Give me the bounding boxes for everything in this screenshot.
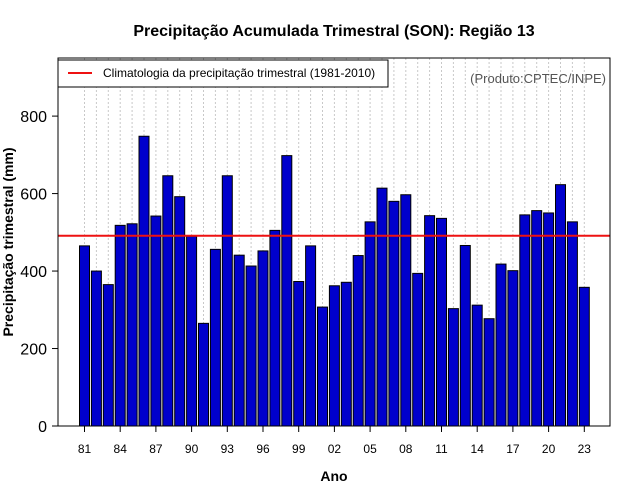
x-tick-label: 87 — [149, 442, 163, 456]
x-tick-label: 93 — [221, 442, 235, 456]
bar-91: 91: 265 — [198, 322, 209, 427]
legend: Climatologia da precipitação trimestral … — [57, 59, 389, 88]
x-tick-label: 05 — [363, 442, 377, 456]
bar-20: 20: 550 — [543, 212, 555, 427]
bar-14: 14: 312 — [471, 304, 483, 427]
bar-05: 05: 527 — [364, 221, 376, 427]
bar-84: 84: 518 — [114, 224, 126, 427]
x-tick-label: 14 — [471, 442, 485, 456]
y-tick-label: 0 — [38, 419, 47, 436]
bar-94: 94: 441 — [233, 254, 245, 427]
bar-22: 22: 527 — [566, 221, 578, 427]
bars: 81: 46582: 40083: 36584: 51885: 52286: 7… — [79, 135, 590, 427]
bar-10: 10: 543 — [424, 215, 436, 427]
credit-text: (Produto:CPTEC/INPE) — [470, 71, 606, 86]
x-tick-label: 99 — [292, 442, 306, 456]
bar-09: 09: 394 — [412, 272, 424, 427]
bar-21: 21: 623 — [555, 184, 566, 427]
bar-86: 86: 748 — [138, 135, 150, 427]
bar-01: 01: 307 — [317, 306, 328, 427]
bar-81: 81: 465 — [79, 245, 90, 427]
bar-19: 19: 556 — [531, 210, 543, 427]
x-tick-label: 90 — [185, 442, 199, 456]
y-tick-label: 200 — [20, 342, 47, 359]
y-axis-label: Precipitação trimestral (mm) — [0, 147, 16, 336]
bar-99: 99: 373 — [293, 281, 305, 427]
x-tick-label: 20 — [542, 442, 556, 456]
x-tick-label: 02 — [328, 442, 342, 456]
bar-06: 06: 614 — [376, 187, 388, 427]
bar-87: 87: 542 — [150, 215, 162, 427]
x-tick-label: 84 — [114, 442, 128, 456]
y-axis: 0 200 400 600 800 — [20, 109, 58, 436]
x-tick-label: 96 — [256, 442, 270, 456]
bar-95: 95: 413 — [245, 265, 257, 427]
chart-title: Precipitação Acumulada Trimestral (SON):… — [133, 23, 534, 40]
bar-96: 96: 452 — [257, 250, 269, 427]
y-tick-label: 600 — [20, 187, 47, 204]
bar-97: 97: 505 — [269, 229, 281, 427]
bar-17: 17: 401 — [507, 270, 519, 427]
x-axis: 81 84 87 90 93 96 99 02 05 08 11 14 17 20 23 — [78, 426, 591, 456]
legend-box — [57, 59, 389, 88]
bar-92: 92: 456 — [209, 248, 221, 427]
bar-98: 98: 698 — [281, 155, 293, 427]
bar-13: 13: 466 — [459, 244, 471, 427]
x-tick-label: 23 — [578, 442, 592, 456]
bar-82: 82: 400 — [90, 270, 102, 427]
bar-90: 90: 490 — [186, 235, 198, 427]
y-tick-label: 400 — [20, 264, 47, 281]
bar-11: 11: 536 — [436, 217, 447, 427]
bar-93: 93: 646 — [221, 175, 233, 427]
bar-04: 04: 440 — [352, 255, 364, 427]
bar-12: 12: 303 — [447, 308, 459, 427]
bar-15: 15: 277 — [483, 318, 495, 427]
bar-18: 18: 545 — [519, 214, 531, 427]
bar-89: 89: 592 — [174, 196, 186, 427]
bar-00: 00: 465 — [305, 245, 317, 427]
legend-label: Climatologia da precipitação trimestral … — [103, 66, 375, 80]
x-tick-label: 08 — [399, 442, 413, 456]
bar-83: 83: 365 — [102, 284, 114, 427]
x-axis-label: Ano — [320, 468, 347, 484]
y-tick-label: 800 — [20, 109, 47, 126]
bar-23: 23: 358 — [578, 286, 590, 427]
x-tick-label: 17 — [506, 442, 520, 456]
bar-85: 85: 522 — [126, 223, 138, 427]
x-tick-label: 81 — [78, 442, 92, 456]
bar-16: 16: 418 — [495, 263, 507, 427]
bar-03: 03: 371 — [340, 281, 352, 427]
bar-08: 08: 597 — [400, 194, 412, 427]
bar-02: 02: 362 — [328, 285, 340, 427]
bar-88: 88: 646 — [162, 175, 174, 427]
x-tick-label: 11 — [435, 442, 448, 456]
